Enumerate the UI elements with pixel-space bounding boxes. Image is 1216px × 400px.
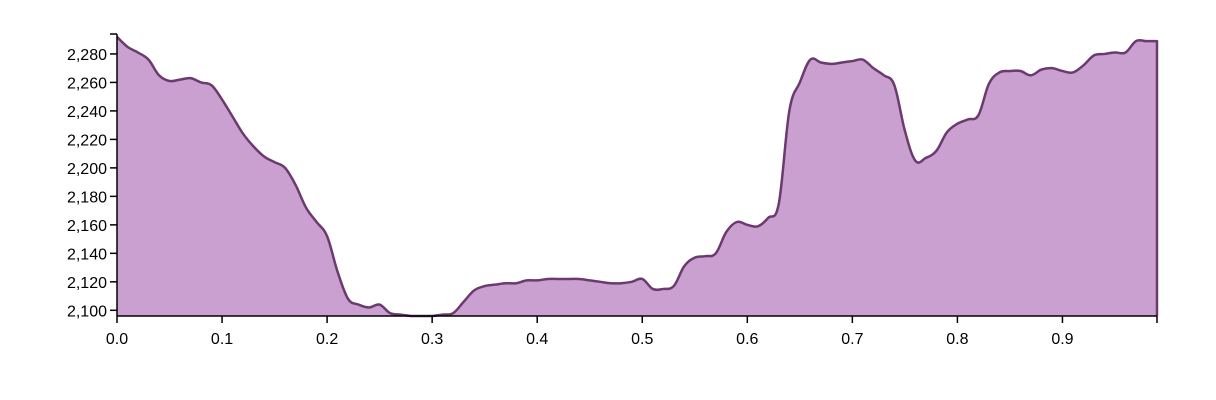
y-axis: 2,100 2,120 2,140 2,160 2,180 2,200 2,220 2,240… <box>67 33 118 320</box>
y-tick-label: 2,140 <box>67 246 107 263</box>
x-tick-label: 0.6 <box>736 331 758 348</box>
x-tick-label: 0.9 <box>1051 331 1073 348</box>
y-tick-label: 2,220 <box>67 132 107 149</box>
plot-area <box>116 35 1159 318</box>
x-tick-label: 0.3 <box>421 331 443 348</box>
x-tick-label: 0.0 <box>106 331 128 348</box>
x-tick-label: 0.4 <box>526 331 548 348</box>
y-tick-label: 2,280 <box>67 47 107 64</box>
y-tick-label: 2,200 <box>67 161 107 178</box>
x-tick-label: 0.5 <box>631 331 653 348</box>
y-tick-label: 2,100 <box>67 303 107 320</box>
x-tick-label: 0.7 <box>841 331 863 348</box>
y-tick-label: 2,160 <box>67 218 107 235</box>
y-tick-label: 2,180 <box>67 189 107 206</box>
x-tick-label: 0.8 <box>946 331 968 348</box>
x-tick-label: 0.2 <box>316 331 338 348</box>
area-line <box>116 35 1159 318</box>
area-fill <box>117 36 1157 316</box>
y-tick-label: 2,120 <box>67 275 107 292</box>
y-tick-label: 2,260 <box>67 75 107 92</box>
x-tick-label: 0.1 <box>211 331 233 348</box>
y-tick-label: 2,240 <box>67 104 107 121</box>
x-axis: 0.0 0.1 0.2 0.3 0.4 0.5 0.6 0.7 0.8 0.9 <box>106 315 1158 348</box>
